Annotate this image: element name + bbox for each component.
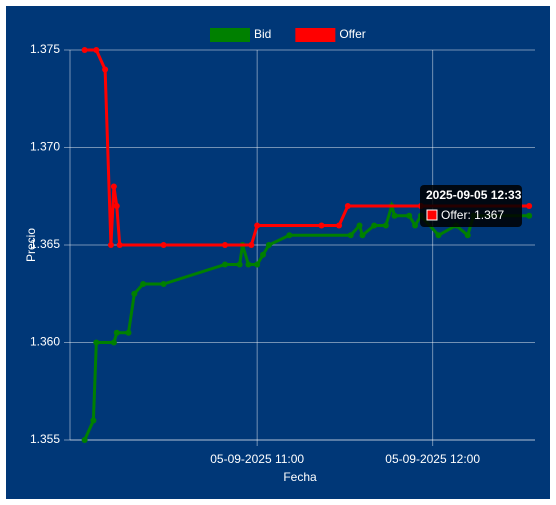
- point: [356, 222, 363, 229]
- y-tick-label: 1.370: [30, 140, 60, 154]
- point: [113, 203, 120, 209]
- legend-swatch: [295, 28, 336, 42]
- point: [406, 212, 413, 219]
- point: [102, 66, 109, 73]
- tooltip: 2025-09-05 12:33 Offer: 1.367: [420, 185, 522, 227]
- panel: [6, 6, 550, 499]
- point: [248, 242, 255, 248]
- point: [125, 329, 132, 336]
- tooltip-label: Offer: 1.367: [441, 208, 504, 222]
- point: [526, 212, 533, 219]
- x-tick-label: 05-09-2025 12:00: [385, 452, 480, 466]
- point: [110, 339, 117, 346]
- point: [236, 261, 243, 268]
- point: [254, 222, 261, 229]
- point: [160, 281, 167, 287]
- point: [254, 261, 261, 268]
- point: [336, 222, 343, 229]
- x-axis-title: Fecha: [283, 470, 317, 484]
- point: [160, 242, 167, 248]
- y-tick-label: 1.365: [30, 237, 60, 251]
- point: [116, 242, 123, 248]
- point: [107, 242, 114, 248]
- series-line: [84, 48, 530, 247]
- point: [81, 437, 88, 443]
- point: [265, 242, 272, 248]
- point: [435, 232, 442, 239]
- tooltip-swatch: [426, 209, 438, 221]
- point: [464, 232, 471, 239]
- point: [222, 261, 228, 268]
- point: [347, 232, 354, 239]
- point: [245, 261, 252, 268]
- point: [371, 222, 378, 229]
- y-tick-label: 1.375: [30, 42, 60, 56]
- y-tick-label: 1.360: [30, 335, 60, 349]
- point: [260, 251, 267, 258]
- point: [318, 222, 325, 229]
- point: [344, 203, 351, 209]
- point: [113, 329, 120, 336]
- point: [140, 281, 147, 287]
- tooltip-box: [420, 185, 522, 227]
- point: [359, 232, 366, 239]
- point: [382, 222, 389, 229]
- point: [131, 290, 138, 297]
- point: [110, 183, 117, 190]
- point: [90, 417, 97, 424]
- point: [526, 203, 533, 209]
- point: [391, 212, 398, 219]
- legend-swatch: [210, 28, 250, 42]
- x-tick-label: 05-09-2025 11:00: [210, 452, 304, 466]
- y-axis-title: Precio: [24, 228, 38, 262]
- point: [93, 47, 100, 53]
- legend-label: Offer: [339, 27, 365, 41]
- tooltip-title: 2025-09-05 12:33: [426, 188, 522, 202]
- point: [93, 339, 100, 346]
- point: [222, 242, 228, 248]
- point: [286, 232, 293, 239]
- point: [81, 47, 88, 53]
- point: [412, 222, 419, 229]
- y-tick-label: 1.355: [30, 432, 60, 446]
- legend-label: Bid: [254, 27, 271, 41]
